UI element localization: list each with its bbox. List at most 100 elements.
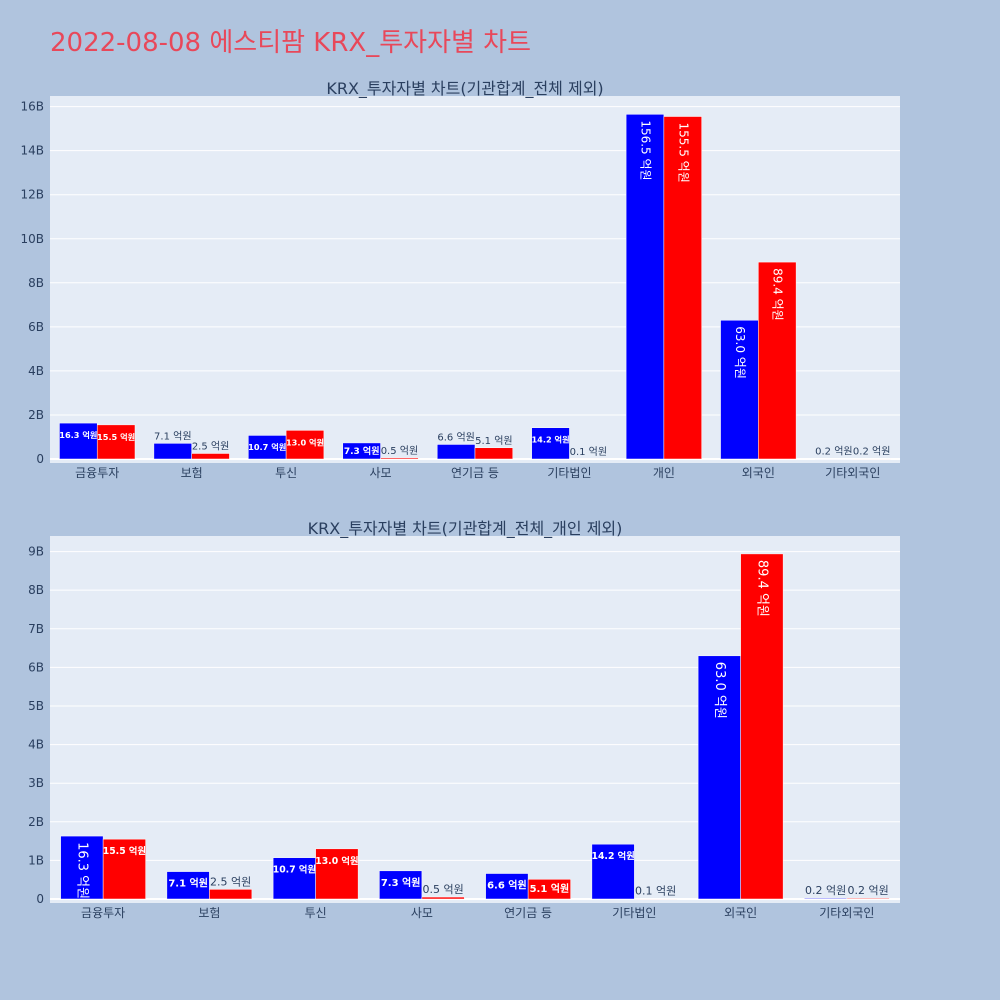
data-label: 7.3 억원 xyxy=(344,445,380,457)
bar-sell xyxy=(527,879,571,900)
data-label: 15.5 억원 xyxy=(103,845,146,857)
bar-buy xyxy=(485,873,529,900)
bar-sell xyxy=(315,848,359,900)
bar-buy xyxy=(59,422,98,460)
data-label: 14.2 억원 xyxy=(531,435,569,445)
y-tick-label: 4B xyxy=(28,738,44,752)
x-tick-label: 기타법인 xyxy=(612,906,656,920)
bar-buy xyxy=(272,857,316,900)
bar-buy xyxy=(531,427,570,460)
bar-sell xyxy=(285,430,325,460)
bar-sell xyxy=(380,457,419,460)
bar-sell xyxy=(96,424,136,460)
data-label: 5.1 억원 xyxy=(475,435,512,447)
data-label: 7.3 억원 xyxy=(381,876,421,889)
bar-sell xyxy=(852,458,891,460)
y-tick-label: 8B xyxy=(28,276,44,290)
bar-buy xyxy=(342,442,381,460)
x-tick-label: 연기금 등 xyxy=(451,466,499,480)
data-label: 16.3 억원 xyxy=(74,842,89,899)
chart-title: KRX_투자자별 차트(기관합계_전체_개인 제외) xyxy=(308,519,623,539)
y-tick-label: 9B xyxy=(28,545,44,559)
bar-sell xyxy=(740,553,784,900)
x-tick-label: 외국인 xyxy=(742,466,775,480)
x-tick-label: 금융투자 xyxy=(81,906,125,920)
bar-buy xyxy=(166,871,210,900)
y-tick-label: 6B xyxy=(28,320,44,334)
x-tick-label: 보험 xyxy=(198,906,220,920)
y-tick-label: 6B xyxy=(28,660,44,674)
data-label: 63.0 억원 xyxy=(712,662,727,719)
data-label: 10.7 억원 xyxy=(273,864,316,876)
x-tick-label: 기타법인 xyxy=(547,466,591,480)
x-tick-label: 투신 xyxy=(305,906,327,920)
data-label: 0.1 억원 xyxy=(570,446,607,458)
bar-buy xyxy=(804,897,848,900)
data-label: 0.5 억원 xyxy=(381,445,418,457)
y-tick-label: 2B xyxy=(28,815,44,829)
x-tick-label: 기타외국인 xyxy=(825,466,880,480)
bar-sell xyxy=(634,898,678,900)
x-tick-label: 개인 xyxy=(653,466,675,480)
x-tick-label: 연기금 등 xyxy=(504,906,552,920)
x-tick-label: 사모 xyxy=(370,466,392,480)
data-label: 2.5 억원 xyxy=(192,440,229,452)
bar-buy xyxy=(697,655,741,900)
bar-sell xyxy=(569,458,608,460)
data-label: 14.2 억원 xyxy=(591,850,634,862)
y-tick-label: 8B xyxy=(28,583,44,597)
data-label: 13.0 억원 xyxy=(315,855,358,867)
y-tick-label: 4B xyxy=(28,364,44,378)
bar-sell xyxy=(474,447,514,460)
y-tick-label: 0 xyxy=(36,892,44,906)
data-label: 7.1 억원 xyxy=(154,430,191,442)
y-tick-label: 10B xyxy=(20,232,44,246)
data-label: 6.6 억원 xyxy=(487,879,527,892)
data-label: 63.0 억원 xyxy=(733,326,747,379)
bar-sell xyxy=(663,116,702,460)
bar-sell xyxy=(102,838,146,900)
y-tick-label: 3B xyxy=(28,776,44,790)
bar-buy xyxy=(379,870,423,900)
data-label: 0.5 억원 xyxy=(423,883,464,896)
bar-sell xyxy=(421,896,465,900)
data-label: 2.5 억원 xyxy=(210,875,251,888)
x-tick-label: 보험 xyxy=(181,466,203,480)
x-tick-label: 금융투자 xyxy=(75,466,119,480)
data-label: 0.2 억원 xyxy=(815,446,852,458)
bar-sell xyxy=(758,261,797,460)
chart-title: KRX_투자자별 차트(기관합계_전체 제외) xyxy=(326,79,603,99)
y-tick-label: 0 xyxy=(36,452,44,466)
data-label: 155.5 억원 xyxy=(676,123,690,183)
data-label: 15.5 억원 xyxy=(97,432,135,442)
bar-buy xyxy=(591,843,635,900)
bar-buy xyxy=(153,443,192,460)
bar-buy xyxy=(60,835,104,900)
x-tick-label: 기타외국인 xyxy=(819,906,874,920)
data-label: 10.7 억원 xyxy=(248,442,286,452)
data-label: 16.3 억원 xyxy=(59,430,97,440)
page-title: 2022-08-08 에스티팜 KRX_투자자별 차트 xyxy=(50,28,532,58)
bar-sell xyxy=(191,453,230,460)
data-label: 5.1 억원 xyxy=(530,882,570,895)
data-label: 13.0 억원 xyxy=(286,437,324,447)
data-label: 89.4 억원 xyxy=(771,268,785,321)
x-tick-label: 외국인 xyxy=(724,906,757,920)
y-tick-label: 5B xyxy=(28,699,44,713)
y-tick-label: 2B xyxy=(28,408,44,422)
y-tick-label: 12B xyxy=(20,188,44,202)
data-label: 7.1 억원 xyxy=(168,877,208,890)
data-label: 89.4 억원 xyxy=(754,560,769,617)
y-tick-label: 7B xyxy=(28,622,44,636)
bar-sell xyxy=(846,897,890,900)
data-label: 6.6 억원 xyxy=(437,431,474,443)
data-label: 0.2 억원 xyxy=(805,884,846,897)
y-tick-label: 14B xyxy=(20,144,44,158)
bar-buy xyxy=(720,319,759,460)
data-label: 156.5 억원 xyxy=(639,120,653,180)
data-label: 0.2 억원 xyxy=(848,884,889,897)
y-tick-label: 1B xyxy=(28,853,44,867)
x-tick-label: 사모 xyxy=(411,906,433,920)
